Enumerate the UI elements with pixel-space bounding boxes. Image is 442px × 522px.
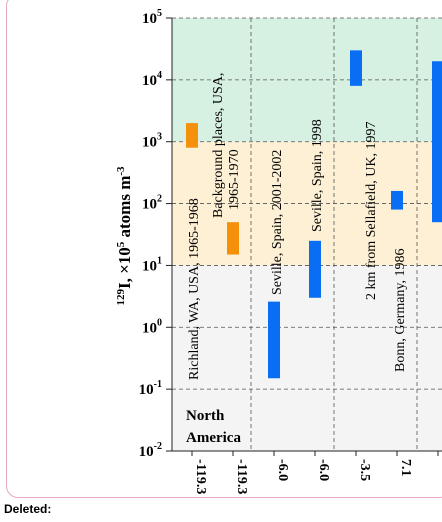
y-tick-label-4: 102	[142, 194, 162, 213]
y-tick-label-0: 10-2	[139, 441, 162, 460]
y-tick-label-7: 105	[142, 8, 162, 27]
bar-annotation-0: Richland, WA, USA, 1965-1968	[187, 198, 202, 380]
x-tick-label-1: -119.3	[234, 459, 249, 494]
bar-0	[186, 123, 198, 148]
y-tick-label-2: 100	[142, 317, 162, 336]
bar-2	[268, 301, 280, 379]
y-tick-label-3: 101	[142, 255, 162, 274]
x-tick-label-3: -6.0	[316, 459, 331, 481]
y-tick-label-6: 104	[142, 70, 162, 89]
band-0	[172, 265, 442, 451]
x-tick-label-2: -6.0	[275, 459, 290, 481]
bar-annotation-5: Bonn, Germany, 1986	[393, 248, 408, 372]
x-tick-label-6: 1	[439, 459, 442, 466]
x-tick-label-0: -119.3	[193, 459, 208, 494]
y-axis-ticks: 10-2 10-1 100 101 102 103 104 105	[139, 8, 172, 460]
page-frame	[6, 0, 442, 498]
bar-annotation-1-line2: 1965-1970	[227, 149, 242, 210]
chart: Richland, WA, USA, 1965-1968 Background p…	[115, 8, 442, 494]
region-label-line1: North	[186, 408, 225, 424]
bars	[186, 50, 442, 379]
bar-annotation-3: Seville, Spain, 1998	[310, 119, 325, 232]
bar-annotation-1-line1: Background places, USA,	[211, 73, 226, 218]
bar-4	[350, 50, 362, 86]
x-axis-ticks: -119.3 -119.3 -6.0 -6.0 -3.5 7.1 1	[191, 451, 442, 494]
y-tick-label-5: 103	[142, 132, 162, 151]
bar-5	[391, 190, 403, 210]
deleted-label: Deleted:	[4, 502, 52, 516]
bar-3	[309, 240, 321, 298]
y-axis-label: 129I, ×105 atoms m-3	[115, 166, 134, 306]
bar-annotation-2: Seville, Spain, 2001-2002	[270, 150, 285, 295]
x-tick-label-5: 7.1	[398, 459, 413, 477]
x-tick-label-4: -3.5	[357, 459, 372, 481]
bar-1	[227, 222, 239, 255]
bar-annotation-4: 2 km from Sellafield, UK, 1997	[364, 122, 379, 300]
bar-annotations: Richland, WA, USA, 1965-1968 Background p…	[187, 73, 408, 380]
bar-6	[432, 61, 442, 223]
region-label-line2: America	[186, 430, 241, 446]
y-tick-label-1: 10-1	[139, 379, 162, 398]
